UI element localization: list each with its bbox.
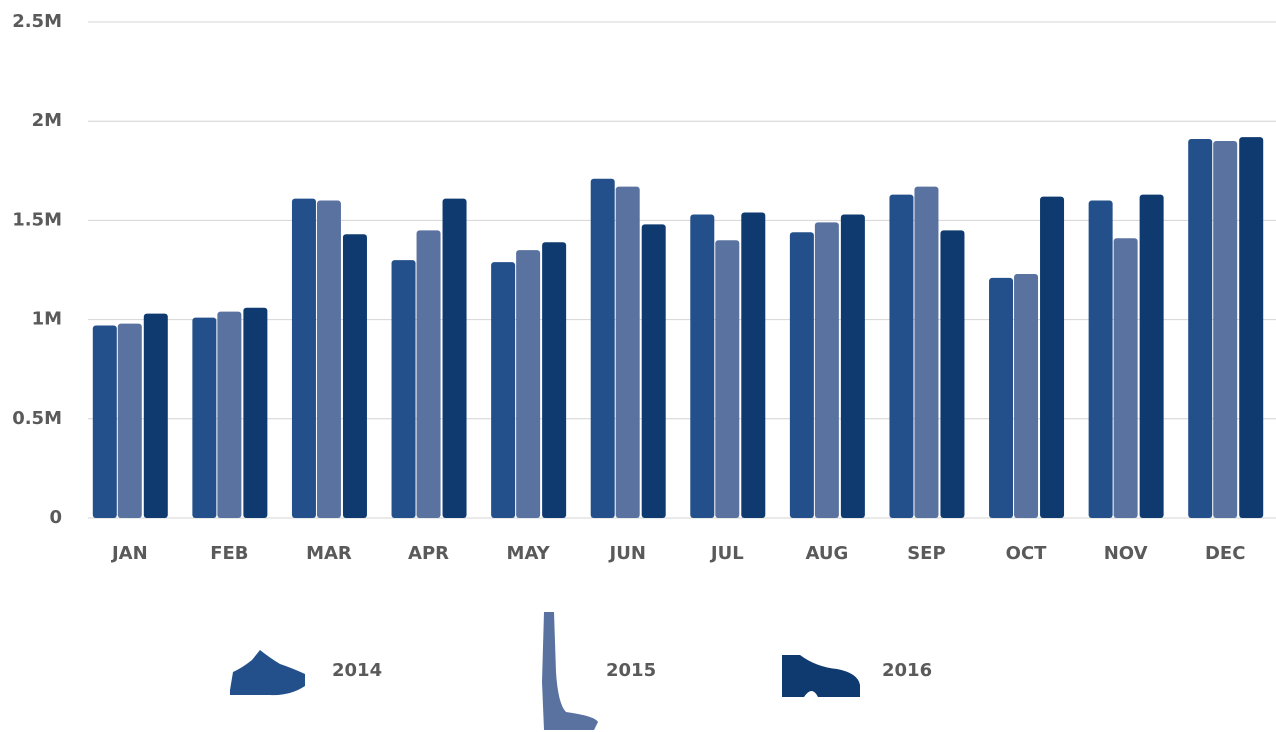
bar: [317, 201, 341, 518]
legend-label: 2015: [606, 660, 656, 681]
x-tick-label: APR: [408, 543, 449, 564]
legend-icon: [782, 655, 860, 697]
y-tick-label: 2.5M: [12, 11, 62, 32]
bar: [1188, 139, 1212, 518]
bar: [841, 214, 865, 518]
bar: [889, 195, 913, 518]
bar: [642, 224, 666, 518]
bar: [443, 199, 467, 518]
bar: [542, 242, 566, 518]
bar: [1014, 274, 1038, 518]
x-tick-label: JUN: [608, 543, 646, 564]
bar: [144, 314, 168, 518]
bar: [491, 262, 515, 518]
x-tick-label: OCT: [1006, 543, 1048, 564]
x-tick-label: JAN: [110, 543, 148, 564]
bar: [591, 179, 615, 518]
bar: [1114, 238, 1138, 518]
bar: [93, 326, 117, 518]
bar: [192, 318, 216, 518]
bar: [1140, 195, 1164, 518]
bar: [914, 187, 938, 518]
bar: [715, 240, 739, 518]
bar: [989, 278, 1013, 518]
bar: [1040, 197, 1064, 518]
bar: [243, 308, 267, 518]
y-tick-label: 1M: [32, 309, 62, 330]
x-tick-label: MAY: [507, 543, 551, 564]
chart: 0 0.5M 1M 1.5M 2M 2.5M JAN FEB MAR APR MAY JUN JUL AU…: [0, 0, 1276, 732]
bar: [417, 230, 441, 518]
legend-label: 2016: [882, 660, 932, 681]
bar: [1213, 141, 1237, 518]
x-tick-label: AUG: [805, 543, 848, 564]
y-tick-label: 1.5M: [12, 209, 62, 230]
bar: [292, 199, 316, 518]
x-tick-label: JUL: [709, 543, 744, 564]
x-tick-label: DEC: [1205, 543, 1245, 564]
legend-label: 2014: [332, 660, 382, 681]
bar: [690, 214, 714, 518]
bar: [1089, 201, 1113, 518]
y-tick-label: 0: [49, 507, 62, 528]
legend-icon: [542, 612, 598, 730]
bar: [815, 222, 839, 518]
bar: [790, 232, 814, 518]
bar: [1239, 137, 1263, 518]
bar: [343, 234, 367, 518]
bar: [217, 312, 241, 518]
bar: [940, 230, 964, 518]
legend-icon: [230, 650, 305, 695]
x-tick-label: NOV: [1104, 543, 1148, 564]
bar: [741, 212, 765, 518]
y-tick-label: 2M: [32, 110, 62, 131]
y-tick-label: 0.5M: [12, 408, 62, 429]
bar: [616, 187, 640, 518]
x-tick-label: FEB: [210, 543, 248, 564]
bar: [118, 324, 142, 518]
x-tick-label: MAR: [306, 543, 352, 564]
x-tick-label: SEP: [907, 543, 945, 564]
bar: [392, 260, 416, 518]
bar: [516, 250, 540, 518]
